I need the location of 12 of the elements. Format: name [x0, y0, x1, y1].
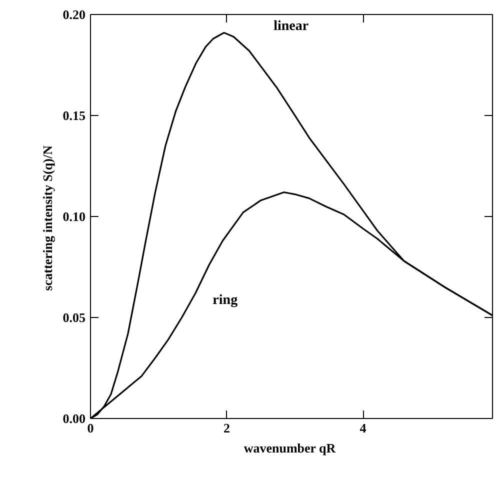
- text: linear: [274, 19, 309, 34]
- x-tick-label: 2: [224, 420, 230, 436]
- x-tick-label: 4: [360, 420, 367, 436]
- series-label: ring: [212, 293, 238, 308]
- x-axis-title: wavenumber qR: [244, 440, 336, 456]
- y-axis-title: scattering intensity S(q)/N: [40, 144, 55, 291]
- y-tick-label: 0.10: [62, 209, 86, 224]
- y-tick-label: 0.05: [62, 310, 86, 325]
- y-tick-label: 0.00: [62, 411, 86, 426]
- x-tick-label: 0: [87, 420, 94, 436]
- y-tick-label: 0.20: [62, 7, 86, 22]
- y-tick-label: 0.15: [62, 108, 86, 123]
